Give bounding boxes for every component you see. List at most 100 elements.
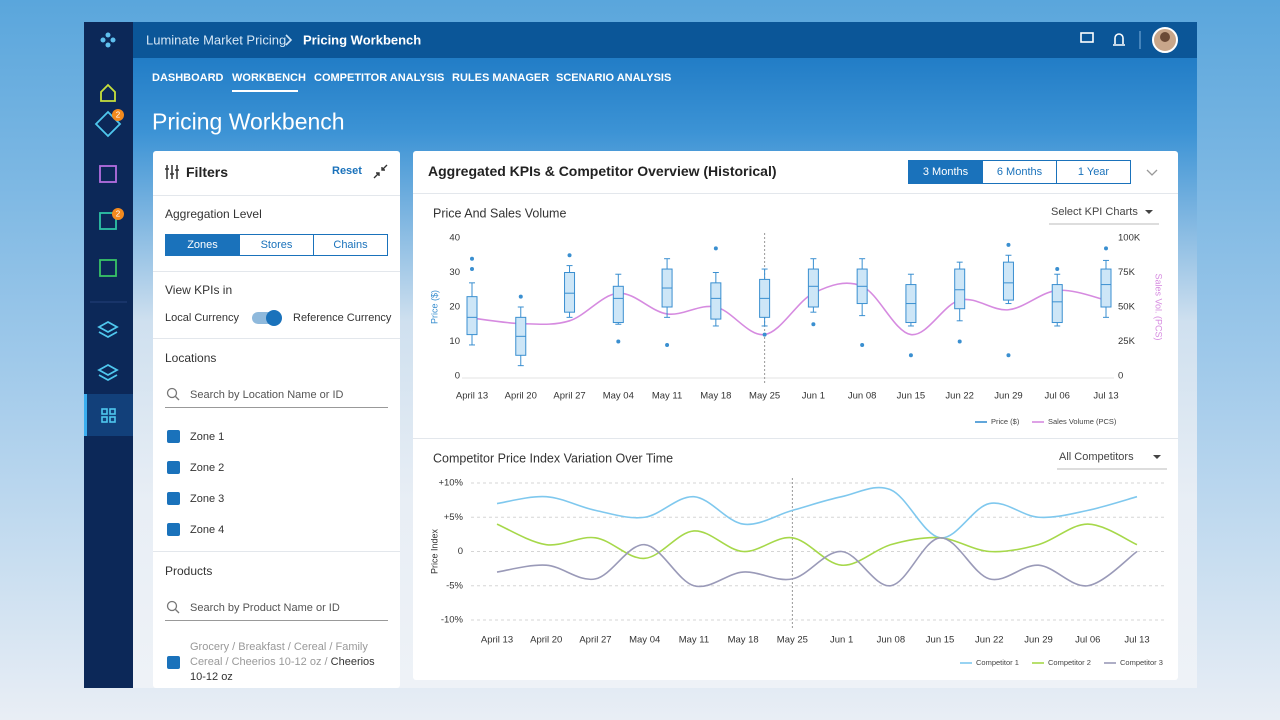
range-active[interactable]: 3 Months xyxy=(908,160,983,184)
x-tick-label: May 11 xyxy=(652,391,682,402)
breadcrumb-root[interactable]: Luminate Market Pricing xyxy=(146,32,287,48)
segment-active[interactable]: Zones xyxy=(165,234,240,256)
outlier xyxy=(1006,353,1011,358)
x-tick-label: April 20 xyxy=(530,635,562,646)
x-tick-label: April 27 xyxy=(553,391,585,402)
dropdown: All Competitors xyxy=(1059,451,1134,463)
x-tick-label: Jun 1 xyxy=(830,635,853,646)
outlier xyxy=(665,342,670,347)
segment[interactable]: Stores xyxy=(239,234,314,256)
outlier xyxy=(713,246,718,251)
search-icon xyxy=(166,600,180,614)
x-tick-label: Jun 29 xyxy=(994,391,1023,402)
range[interactable]: 1 Year xyxy=(1056,160,1131,184)
filters-title: Filters xyxy=(186,164,229,180)
section-label: Aggregation Level xyxy=(165,207,262,221)
sidebar xyxy=(84,22,133,688)
x-tick-label: Jul 13 xyxy=(1093,391,1118,402)
scenario-icon[interactable] xyxy=(99,259,117,277)
breadcrumb-chevron xyxy=(285,34,293,46)
layers-icon-2[interactable] xyxy=(97,363,119,382)
y-axis-label: Price Index xyxy=(429,528,439,574)
checkbox[interactable] xyxy=(167,461,180,474)
x-tick-label: May 04 xyxy=(629,635,660,646)
dropdown-caret xyxy=(1145,210,1153,214)
tab[interactable]: COMPETITOR ANALYSIS xyxy=(314,72,445,84)
breadcrumb-current: Pricing Workbench xyxy=(303,32,422,48)
grid-icon[interactable] xyxy=(101,408,116,423)
series-line xyxy=(496,536,1138,588)
search-icon xyxy=(166,387,180,401)
checkbox-label: Zone 4 xyxy=(190,524,225,536)
search-input[interactable]: Search by Location Name or ID xyxy=(190,389,344,401)
outlier xyxy=(616,339,621,344)
outlier xyxy=(860,342,865,347)
rules-icon[interactable] xyxy=(99,212,117,230)
divider xyxy=(153,195,400,196)
x-tick-label: Jul 06 xyxy=(1045,391,1070,402)
product-name: Cheerios 10-12 oz xyxy=(190,656,375,683)
x-tick-label: Jun 08 xyxy=(877,635,906,646)
series-line xyxy=(496,523,1138,567)
outlier xyxy=(957,339,962,344)
y-tick-label: +10% xyxy=(438,478,463,489)
tab[interactable]: SCENARIO ANALYSIS xyxy=(556,72,672,84)
series-line xyxy=(471,282,1107,336)
top-bar xyxy=(84,22,1197,58)
bell-icon[interactable] xyxy=(1113,33,1125,46)
reset-link[interactable]: Reset xyxy=(332,165,362,177)
checkbox[interactable] xyxy=(167,523,180,536)
price-sales-chart: Price And Sales Volume Select KPI Charts 0… xyxy=(429,206,1163,426)
x-tick-label: Jul 06 xyxy=(1075,635,1100,646)
box xyxy=(612,285,624,324)
collapse-icon[interactable] xyxy=(373,164,388,179)
legend-label: Price ($) xyxy=(991,417,1020,426)
expand-chevron[interactable] xyxy=(1146,168,1158,178)
checkbox[interactable] xyxy=(167,492,180,505)
toggle-knob[interactable] xyxy=(266,310,282,326)
y-tick-label: 0 xyxy=(458,546,463,557)
x-tick-label: Jun 1 xyxy=(802,391,825,402)
chart-title: Competitor Price Index Variation Over Ti… xyxy=(433,451,673,465)
checkbox[interactable] xyxy=(167,656,180,669)
x-tick-label: May 18 xyxy=(700,391,731,402)
divider xyxy=(153,551,400,552)
chat-icon[interactable] xyxy=(1080,32,1094,43)
layers-icon[interactable] xyxy=(97,320,119,339)
box xyxy=(1002,261,1014,301)
y2-tick-label: 0 xyxy=(1118,371,1123,382)
tab-active[interactable]: WORKBENCH xyxy=(232,72,306,84)
range[interactable]: 6 Months xyxy=(982,160,1057,184)
dropdown: Select KPI Charts xyxy=(1051,206,1138,218)
outlier xyxy=(908,353,913,358)
x-tick-label: Jun 22 xyxy=(975,635,1004,646)
box xyxy=(710,282,722,320)
outlier xyxy=(1055,267,1060,272)
checkbox-label: Zone 3 xyxy=(190,493,225,505)
outlier xyxy=(470,267,474,272)
tab[interactable]: DASHBOARD xyxy=(152,72,224,84)
reports-icon[interactable] xyxy=(99,165,117,183)
x-tick-label: May 25 xyxy=(749,391,780,402)
currency-right: Reference Currency xyxy=(293,312,392,324)
home-icon[interactable] xyxy=(100,83,116,102)
dropdown-caret xyxy=(1153,455,1161,459)
avatar-face xyxy=(1160,32,1170,42)
outlier xyxy=(567,253,572,258)
tab[interactable]: RULES MANAGER xyxy=(452,72,550,84)
y2-tick-label: 75K xyxy=(1118,267,1136,278)
legend-label: Competitor 1 xyxy=(976,658,1019,667)
competitor-chart: Competitor Price Index Variation Over Ti… xyxy=(429,451,1167,667)
divider xyxy=(413,438,1178,439)
y-tick-label: 0 xyxy=(455,371,460,382)
y-tick-label: 20 xyxy=(449,302,460,313)
outlier xyxy=(1104,246,1108,251)
x-tick-label: April 13 xyxy=(456,391,488,402)
badge-text: 2 xyxy=(116,111,121,120)
outlier xyxy=(470,256,474,261)
segment[interactable]: Chains xyxy=(313,234,388,256)
checkbox[interactable] xyxy=(167,430,180,443)
search-input[interactable]: Search by Product Name or ID xyxy=(190,602,340,614)
filters-icon xyxy=(165,165,179,179)
series-line xyxy=(496,486,1138,539)
